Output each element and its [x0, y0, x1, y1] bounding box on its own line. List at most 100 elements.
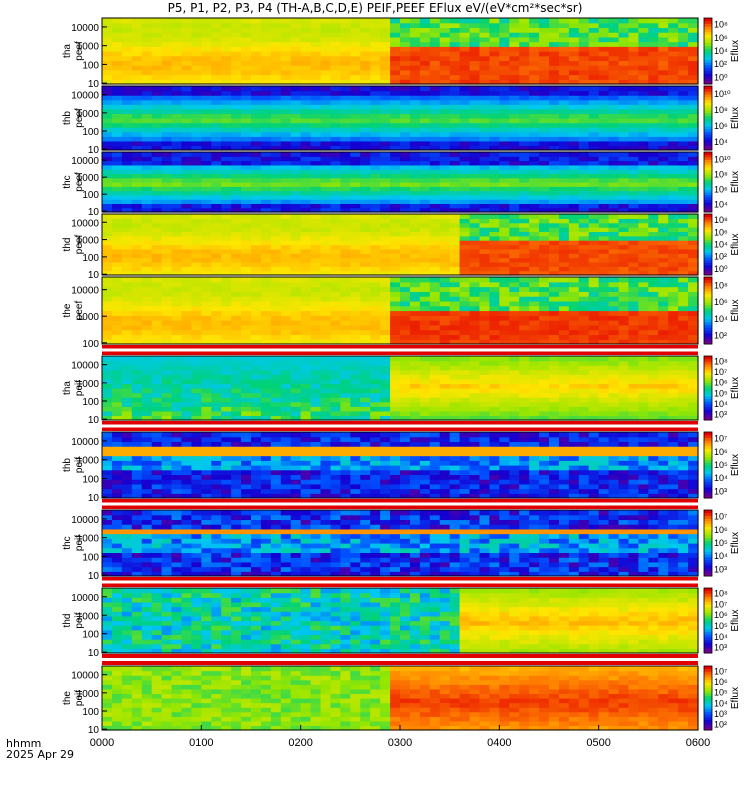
y-tick-label: 100 — [82, 253, 99, 264]
heatmap-cell — [469, 277, 481, 283]
heatmap-cell — [131, 65, 143, 71]
heatmap-cell — [231, 218, 242, 224]
heatmap-cell — [300, 214, 312, 219]
heatmap-cell — [320, 286, 332, 292]
heatmap-cell — [499, 253, 510, 259]
heatmap-cell — [270, 36, 282, 43]
heatmap-cell — [549, 305, 560, 312]
heatmap-cell — [270, 415, 282, 421]
heatmap-cell — [419, 291, 431, 297]
heatmap-cell — [678, 266, 689, 272]
heatmap-cell — [409, 286, 421, 292]
heatmap-cell — [459, 365, 471, 371]
heatmap-cell — [539, 122, 550, 128]
heatmap-cell — [270, 156, 282, 162]
heatmap-cell — [280, 231, 292, 237]
heatmap-cell — [260, 218, 272, 224]
heatmap-cell — [459, 415, 471, 421]
heatmap-cell — [102, 18, 113, 24]
heatmap-cell — [161, 388, 173, 394]
heatmap-cell — [231, 324, 242, 331]
heatmap-cell — [201, 266, 212, 272]
heatmap-cell — [260, 360, 272, 366]
heatmap-cell — [260, 305, 272, 312]
heatmap-cell — [131, 296, 143, 302]
heatmap-cell — [638, 222, 649, 228]
heatmap-cell — [449, 244, 461, 250]
heatmap-cell — [519, 74, 530, 80]
heatmap-cell — [260, 69, 272, 76]
heatmap-cell — [678, 231, 689, 237]
heatmap-cell — [578, 222, 590, 228]
y-tick-label: 1000 — [77, 236, 100, 247]
heatmap-cell — [568, 186, 580, 192]
heatmap-cell — [191, 300, 202, 307]
heatmap-cell — [141, 41, 153, 47]
heatmap-cell — [400, 270, 411, 276]
heatmap-cell — [231, 182, 242, 187]
heatmap-cell — [668, 99, 679, 105]
heatmap-cell — [191, 182, 202, 187]
heatmap-cell — [241, 261, 252, 267]
heatmap-cell — [688, 41, 699, 47]
heatmap-cell — [221, 140, 232, 147]
colorbar-segment — [704, 327, 712, 331]
heatmap-cell — [638, 60, 649, 66]
heatmap-cell — [479, 235, 490, 241]
heatmap-cell — [320, 152, 332, 157]
heatmap-cell — [380, 60, 391, 66]
heatmap-cell — [539, 315, 550, 321]
heatmap-cell — [211, 65, 222, 71]
heatmap-cell — [171, 79, 183, 85]
heatmap-cell — [419, 182, 431, 187]
heatmap-cell — [270, 324, 282, 331]
heatmap-cell — [221, 227, 232, 233]
heatmap-cell — [558, 329, 570, 336]
heatmap-cell — [310, 199, 322, 205]
heatmap-cell — [320, 79, 332, 85]
heatmap-cell — [290, 415, 302, 421]
heatmap-cell — [648, 145, 659, 151]
heatmap-cell — [191, 356, 202, 362]
heatmap-cell — [549, 60, 560, 66]
heatmap-cell — [409, 32, 421, 38]
heatmap-cell — [360, 277, 371, 283]
heatmap-cell — [201, 41, 212, 47]
heatmap-cell — [628, 164, 639, 170]
heatmap-cell — [131, 169, 143, 175]
heatmap-cell — [648, 69, 659, 76]
heatmap-cell — [290, 90, 302, 96]
heatmap-cell — [489, 281, 500, 288]
heatmap-cell — [340, 218, 351, 224]
heatmap-cell — [628, 104, 639, 110]
heatmap-cell — [539, 55, 550, 62]
heatmap-cell — [469, 69, 481, 76]
heatmap-cell — [111, 90, 123, 96]
heatmap-cell — [429, 365, 441, 371]
heatmap-cell — [429, 36, 441, 43]
heatmap-cell — [539, 266, 550, 272]
heatmap-cell — [260, 169, 272, 175]
heatmap-cell — [151, 329, 163, 336]
heatmap-cell — [459, 136, 471, 142]
heatmap-cell — [290, 60, 302, 66]
heatmap-cell — [429, 108, 441, 115]
heatmap-cell — [151, 257, 163, 263]
heatmap-cell — [688, 244, 699, 250]
heatmap-cell — [618, 300, 630, 307]
heatmap-cell — [489, 113, 500, 119]
heatmap-cell — [211, 315, 222, 321]
heatmap-cell — [231, 51, 242, 57]
heatmap-cell — [102, 95, 113, 101]
heatmap-cell — [648, 186, 659, 192]
heatmap-cell — [111, 156, 123, 162]
heatmap-cell — [241, 145, 252, 151]
heatmap-cell — [549, 164, 560, 170]
heatmap-cell — [191, 320, 202, 326]
heatmap-cell — [539, 194, 550, 200]
heatmap-cell — [260, 186, 272, 192]
heatmap-cell — [330, 257, 341, 263]
heatmap-cell — [290, 127, 302, 133]
heatmap-cell — [449, 113, 461, 119]
heatmap-cell — [449, 190, 461, 196]
